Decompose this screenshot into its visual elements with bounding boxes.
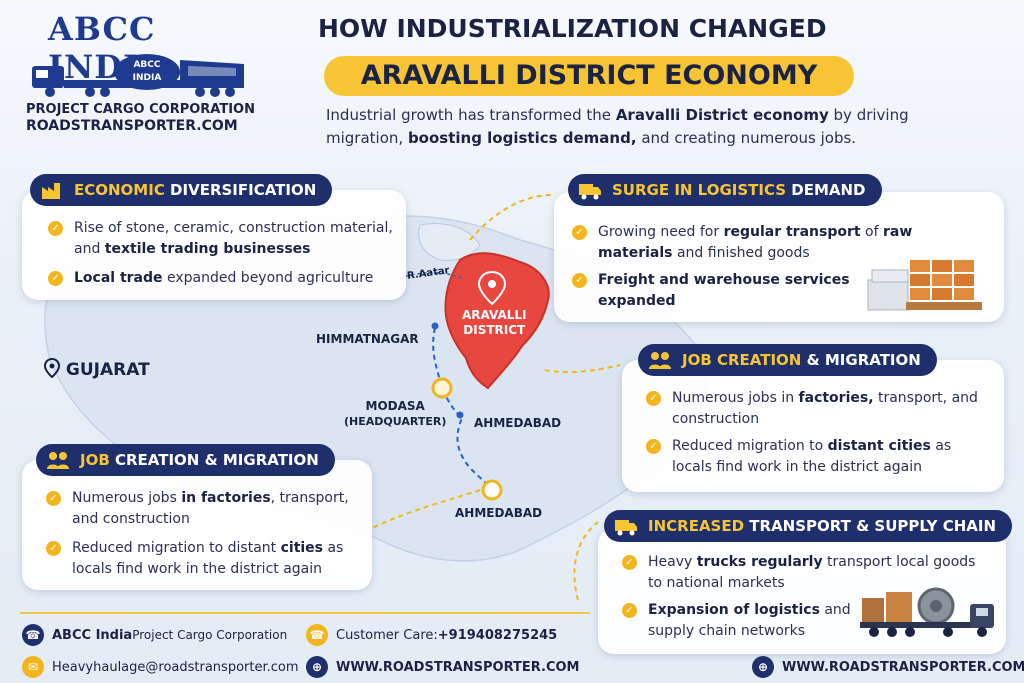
mail-icon: ✉ — [22, 656, 44, 678]
footer-website-2[interactable]: ⊕ WWW.ROADSTRANSPORTER.COM — [752, 656, 1024, 678]
building-materials-icon — [867, 260, 982, 311]
job-creation-card-right — [622, 360, 1004, 492]
route-line — [432, 327, 493, 491]
globe-icon: ⊕ — [306, 656, 328, 678]
delivery-truck-icon — [615, 520, 637, 536]
economic-diversification-title: ECONOMIC DIVERSIFICATION — [30, 174, 333, 206]
workers-icon — [47, 452, 69, 469]
logo-website[interactable]: ROADSTRANSPORTER.COM — [26, 118, 238, 134]
footer-divider — [20, 612, 590, 614]
brand-logo: ABCC INDIA ABCC INDIA PROJECT CARGO CORP… — [18, 10, 268, 135]
page-title-highlight: ARAVALLI DISTRICT ECONOMY — [324, 56, 854, 96]
check-icon: ✓ — [622, 603, 637, 618]
list-item: ✓ Expansion of logistics and supply chain… — [622, 600, 852, 642]
check-icon: ✓ — [46, 541, 61, 556]
page-title: HOW INDUSTRIALIZATION CHANGED — [318, 14, 827, 43]
logo-subtitle: PROJECT CARGO CORPORATION — [26, 102, 255, 117]
check-icon: ✓ — [46, 491, 61, 506]
logistics-demand-card — [554, 192, 1004, 322]
logistics-demand-title: SURGE IN LOGISTICS DEMAND — [568, 174, 882, 206]
phone-icon: ☎ — [306, 624, 328, 646]
list-item: ✓ Numerous jobs in factories, transport, … — [646, 388, 992, 430]
intro-text: Industrial growth has transformed the Ar… — [326, 106, 909, 147]
job-creation-card-left — [22, 460, 372, 590]
list-item: ✓ Growing need for regular transport of r… — [572, 222, 932, 264]
transport-supply-title: INCREASED TRANSPORT & SUPPLY CHAIN — [604, 510, 1012, 542]
check-icon: ✓ — [48, 271, 63, 286]
list-item: ✓ Reduced migration to distant cities as … — [646, 436, 966, 478]
heavy-trailer-icon — [860, 587, 994, 637]
check-icon: ✓ — [622, 555, 637, 570]
list-item: ✓ Reduced migration to distant cities as … — [46, 538, 366, 580]
footer-company: ☎ ABCC India Project Cargo Corporation — [22, 624, 287, 646]
list-item: ✓ Numerous jobs in factories, transport, … — [46, 488, 366, 530]
ahmedabad-dot — [456, 411, 464, 419]
ahmedabad-label-2: AHMEDABAD — [455, 506, 543, 520]
check-icon: ✓ — [48, 221, 63, 236]
arrow-to-jobs-right — [544, 364, 621, 374]
footer-email[interactable]: ✉ Heavyhaulage@roadstransporter.com — [22, 656, 299, 678]
ahmedabad-label-1: AHMEDABAD — [474, 416, 562, 430]
check-icon: ✓ — [572, 225, 587, 240]
list-item: ✓ Local trade expanded beyond agriculture — [48, 268, 398, 289]
modasa-label: MODASA (HEADQUARTER) — [344, 399, 447, 428]
check-icon: ✓ — [646, 439, 661, 454]
himmatnagar-label: HIMMATNAGAR — [316, 332, 419, 346]
list-item: ✓ Heavy trucks regularly transport local … — [622, 552, 992, 594]
list-item: ✓ Rise of stone, ceramic, construction ma… — [48, 218, 398, 260]
job-creation-title-left: JOB CREATION & MIGRATION — [36, 444, 335, 476]
aravalli-district-shape — [444, 252, 550, 390]
list-item: ✓ Freight and warehouse services expanded — [572, 270, 862, 312]
check-icon: ✓ — [646, 391, 661, 406]
economic-diversification-card — [22, 190, 406, 300]
phone-icon: ☎ — [22, 624, 44, 646]
himmatnagar-dot — [431, 322, 439, 330]
footer-customer-care[interactable]: ☎ Customer Care: +919408275245 — [306, 624, 557, 646]
arrow-to-jobs-left — [371, 489, 481, 529]
district-label: ARAVALLI DISTRICT — [462, 308, 527, 337]
modasa-marker — [431, 377, 453, 399]
gujarat-label: GUJARAT — [44, 358, 150, 380]
arrow-to-transport — [573, 521, 599, 601]
truck-icon — [579, 184, 601, 200]
factory-icon — [42, 183, 60, 199]
check-icon: ✓ — [572, 273, 587, 288]
job-creation-title-right: JOB CREATION & MIGRATION — [638, 344, 937, 376]
globe-icon: ⊕ — [752, 656, 774, 678]
arrow-to-logistics — [469, 194, 553, 241]
footer-website-1[interactable]: ⊕ WWW.ROADSTRANSPORTER.COM — [306, 656, 579, 678]
ahmedabad-marker — [481, 479, 503, 501]
river-line — [399, 271, 463, 279]
workers-icon — [649, 352, 671, 369]
logo-badge: ABCC INDIA — [114, 54, 180, 90]
location-pin-icon — [44, 358, 60, 378]
